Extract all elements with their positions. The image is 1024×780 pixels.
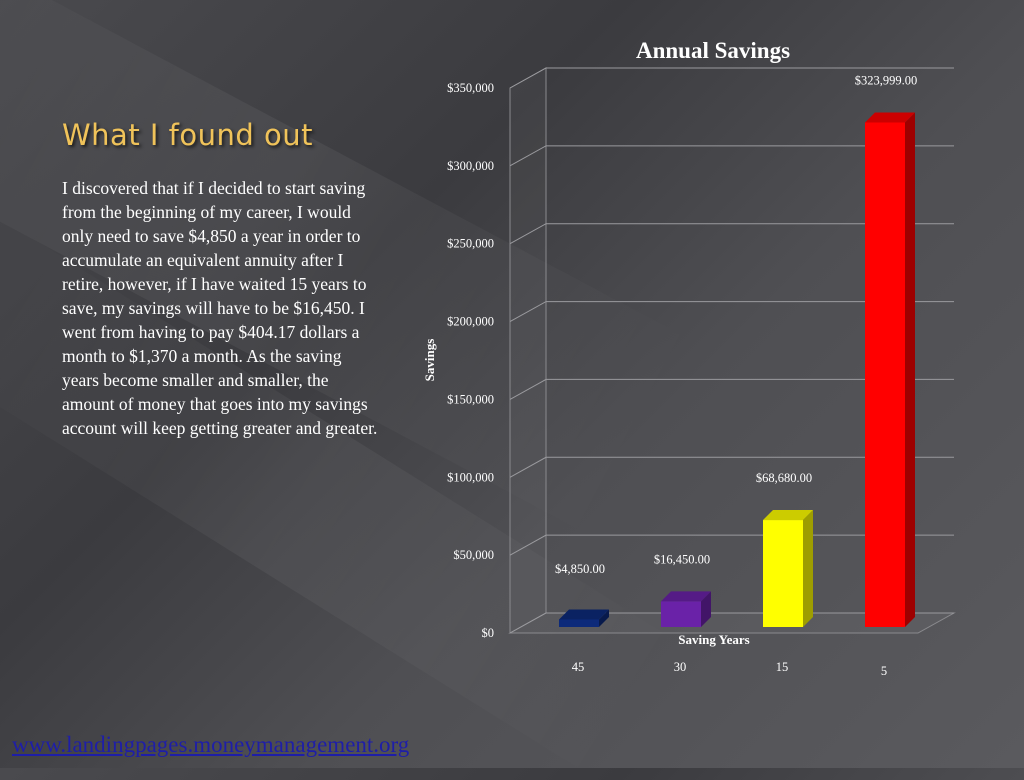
y-tick-label: $300,000 [447,159,494,173]
gridline [509,534,954,556]
bar [763,520,803,627]
gridline [509,378,954,400]
y-tick-label: $250,000 [447,237,494,251]
bar-side [599,609,609,627]
body-text: I discovered that if I decided to start … [62,178,378,438]
y-tick-label: $50,000 [453,548,494,562]
x-tick-label: 5 [881,664,887,678]
x-tick-label: 45 [572,660,585,674]
gridline [509,456,954,478]
y-tick-label: $200,000 [447,315,494,329]
bar-side [905,112,915,627]
gridline [509,223,954,245]
y-axis-label: Savings [422,339,437,382]
gridline [509,145,954,167]
x-axis-label: Saving Years [678,632,749,647]
bar [865,122,905,627]
bar-top [559,609,609,620]
x-tick-label: 15 [776,660,789,674]
data-label: $4,850.00 [555,562,605,576]
gridline [509,67,954,89]
data-label: $16,450.00 [654,552,710,566]
y-tick-label: $100,000 [447,470,494,484]
gridline [509,612,954,634]
y-tick-label: $350,000 [447,81,494,95]
x-tick-label: 30 [674,660,687,674]
y-tick-label: $150,000 [447,392,494,406]
footer-link[interactable]: www.landingpages.moneymanagement.org [12,732,410,757]
bar-top [865,112,915,123]
bar-top [763,510,813,521]
data-label: $323,999.00 [855,73,918,87]
gridline [509,301,954,323]
bar [661,601,701,627]
chart-side-wall [509,67,547,634]
annual-savings-chart: $0 $50,000 $100,000 $150,000 $200,000 $250,00… [422,67,956,678]
bar-top [661,591,711,602]
y-tick-label: $0 [482,626,495,640]
bar [559,619,599,627]
slide-title: What I found out [62,118,314,152]
data-label: $68,680.00 [756,471,812,485]
bar-side [803,510,813,627]
bar-side [701,591,711,627]
chart-title: Annual Savings [635,38,791,63]
